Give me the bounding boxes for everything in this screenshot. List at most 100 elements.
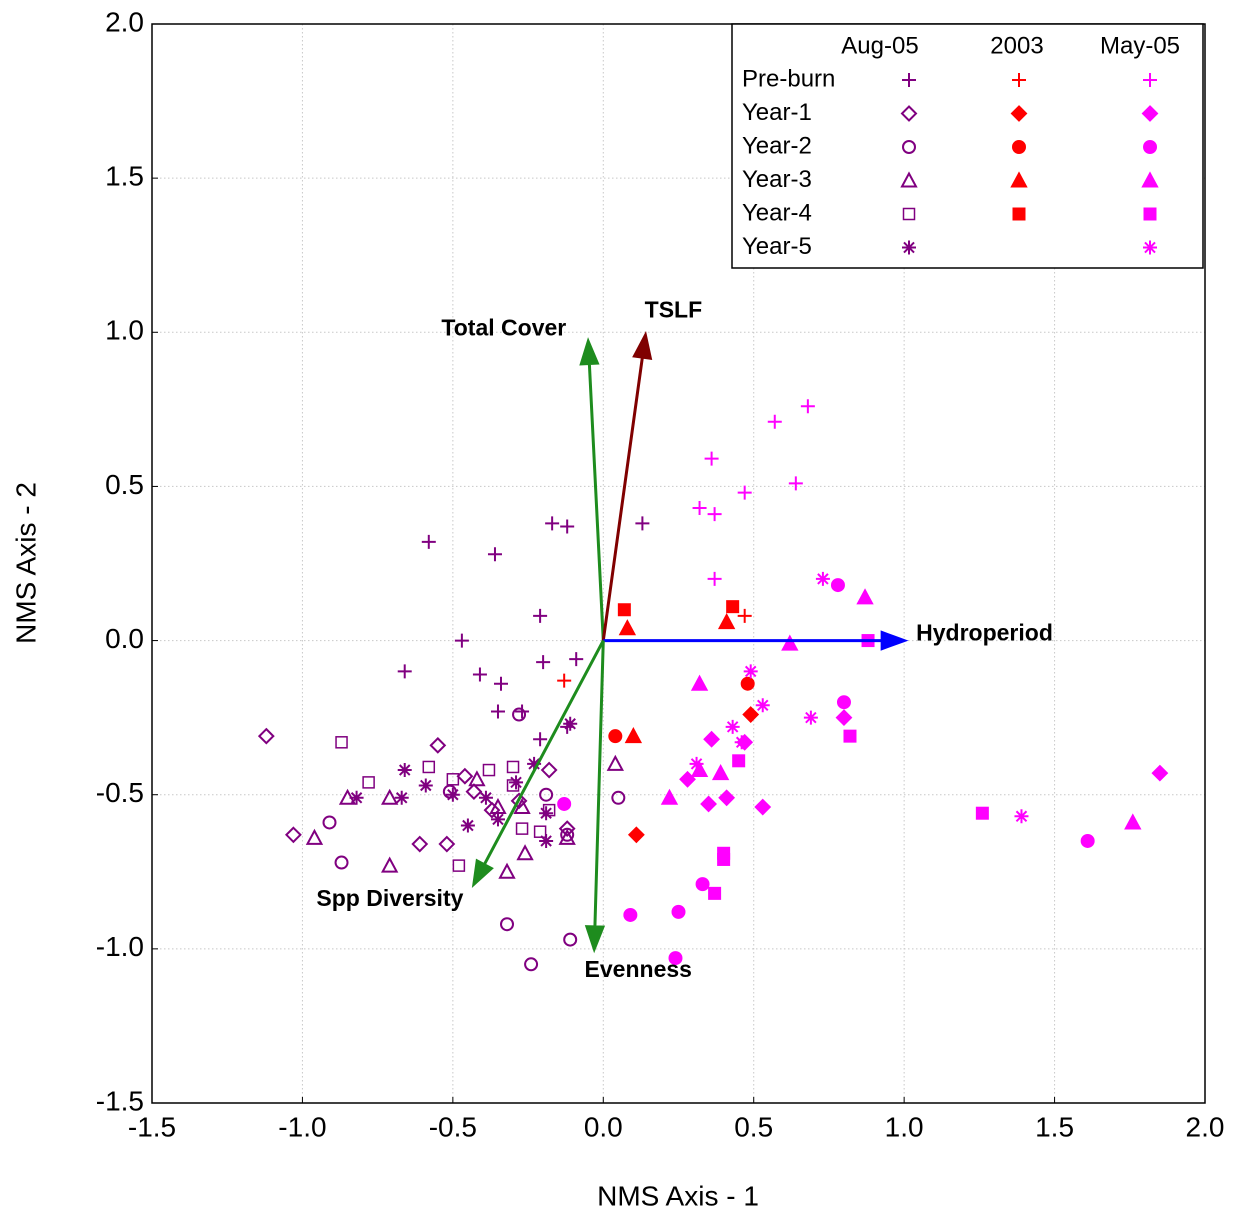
data-point xyxy=(975,806,989,820)
data-point xyxy=(533,608,548,623)
data-point xyxy=(472,667,487,682)
data-point xyxy=(468,770,486,787)
legend-marker xyxy=(1012,140,1026,154)
data-point xyxy=(500,917,515,932)
vector-arrow xyxy=(584,640,606,954)
data-point xyxy=(456,767,474,785)
data-point xyxy=(743,664,758,679)
data-point xyxy=(830,578,845,593)
data-point xyxy=(452,859,466,872)
data-point xyxy=(558,828,576,845)
data-point xyxy=(836,695,851,710)
x-tick-label: 0.5 xyxy=(734,1111,773,1142)
data-point xyxy=(671,904,686,919)
data-point xyxy=(558,820,576,838)
data-point xyxy=(569,652,584,667)
data-point xyxy=(627,826,645,844)
data-point xyxy=(305,828,324,845)
legend-marker xyxy=(1143,140,1157,154)
data-point xyxy=(381,788,399,805)
data-point xyxy=(606,754,624,771)
legend-marker xyxy=(902,140,916,154)
data-point xyxy=(732,754,746,768)
x-tick-label: 2.0 xyxy=(1186,1111,1225,1142)
data-point xyxy=(740,676,755,691)
vector-arrow xyxy=(579,337,605,641)
data-point xyxy=(1151,764,1169,782)
data-point xyxy=(557,673,572,688)
data-point xyxy=(487,547,502,562)
data-point xyxy=(533,732,548,747)
legend-marker xyxy=(1010,105,1028,122)
legend-row-label: Year-3 xyxy=(742,166,812,193)
y-tick-label: 0.5 xyxy=(105,469,144,500)
data-point xyxy=(539,806,554,821)
data-point xyxy=(493,676,508,691)
data-point xyxy=(835,709,853,727)
data-point xyxy=(483,801,501,819)
data-point xyxy=(707,507,722,522)
x-tick-label: 1.5 xyxy=(1035,1111,1074,1142)
data-point xyxy=(516,844,534,861)
legend-row-label: Year-5 xyxy=(742,233,812,260)
y-tick-label: 1.0 xyxy=(105,315,144,346)
data-point xyxy=(1080,833,1095,848)
data-point xyxy=(690,674,709,691)
data-point xyxy=(524,957,539,972)
data-point xyxy=(533,825,547,838)
data-point xyxy=(717,852,731,866)
data-point xyxy=(734,735,749,750)
data-point xyxy=(540,761,558,779)
data-point xyxy=(707,571,722,586)
data-point xyxy=(322,815,337,830)
data-point xyxy=(545,516,560,531)
legend-marker xyxy=(1143,73,1157,87)
data-point xyxy=(418,778,433,793)
data-point xyxy=(381,856,399,873)
data-point xyxy=(856,588,874,605)
legend-column-header: May-05 xyxy=(1100,32,1180,59)
x-tick-label: 0.0 xyxy=(584,1111,623,1142)
data-point xyxy=(815,571,830,586)
vector-label: Spp Diversity xyxy=(316,885,463,911)
data-point xyxy=(843,729,857,743)
data-point xyxy=(257,727,275,745)
data-point xyxy=(349,790,364,805)
y-tick-label: 1.5 xyxy=(105,161,144,192)
data-point xyxy=(755,698,770,713)
data-point xyxy=(754,798,772,816)
data-point xyxy=(718,789,736,807)
data-point xyxy=(711,764,730,781)
vector-label: Evenness xyxy=(585,956,692,982)
data-point xyxy=(335,736,348,749)
vector-arrow xyxy=(471,639,605,888)
data-point xyxy=(742,706,760,723)
vector-arrow xyxy=(603,630,909,651)
data-point xyxy=(334,855,349,870)
data-point xyxy=(512,707,527,722)
data-point xyxy=(422,760,436,774)
data-point xyxy=(726,600,740,614)
data-point xyxy=(563,932,578,947)
legend-marker xyxy=(900,105,918,122)
legend-row-label: Year-4 xyxy=(742,199,812,226)
legend-row-label: Year-1 xyxy=(742,99,812,126)
data-point xyxy=(515,704,530,719)
legend-column-header: Aug-05 xyxy=(841,32,918,59)
data-point xyxy=(668,951,683,966)
data-point xyxy=(539,787,554,802)
plot-frame xyxy=(151,23,1206,1104)
data-point xyxy=(411,835,429,853)
data-point xyxy=(737,485,752,500)
y-tick-label: -1.5 xyxy=(96,1085,144,1116)
data-point xyxy=(490,812,505,827)
data-point xyxy=(465,783,483,801)
data-point xyxy=(454,633,469,648)
legend: Aug-05 2003 May-05 Pre-burn Year-1 Year-2 Year… xyxy=(731,23,1204,269)
data-point xyxy=(397,763,412,778)
data-point xyxy=(438,835,456,853)
data-point xyxy=(557,796,572,811)
vector-label: Total Cover xyxy=(441,315,566,341)
